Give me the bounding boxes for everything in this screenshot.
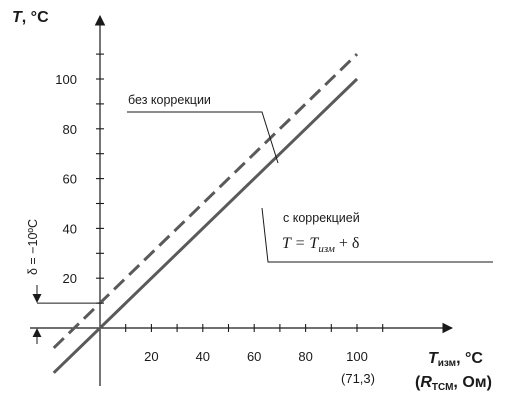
x-tick-label: 20 xyxy=(144,349,158,364)
x-tick-label: 80 xyxy=(298,349,312,364)
x-axis-title2-open: ( xyxy=(415,374,421,391)
x-tick-label: 100 xyxy=(346,349,368,364)
x-axis-title-main: T xyxy=(428,350,439,367)
tick-labels: 20 40 60 80 100 20 40 60 80 100 xyxy=(55,72,368,364)
series-line-corrected xyxy=(52,77,359,374)
y-tick-label: 60 xyxy=(63,172,77,187)
y-tick-label: 40 xyxy=(63,221,77,236)
uncorrected-leader-line xyxy=(127,111,279,164)
corrected-leader-line xyxy=(261,207,493,263)
x-axis-title-line1: Tизм, °C xyxy=(428,350,483,369)
y-tick-label: 20 xyxy=(63,271,77,286)
series-line-uncorrected xyxy=(52,53,359,349)
y-tick-label: 80 xyxy=(63,122,77,137)
x-axis-title-suffix: , °C xyxy=(456,350,483,367)
series-label-uncorrected: без коррекции xyxy=(128,93,211,107)
x-tick-label: 60 xyxy=(247,349,261,364)
x-tick-note: (71,3) xyxy=(341,371,375,386)
y-axis-title-suffix: , °C xyxy=(22,9,49,26)
x-axis-title2-suffix: , Ом) xyxy=(453,374,492,391)
x-axis-title2-main: R xyxy=(420,374,432,391)
formula-rhs: + δ xyxy=(335,235,360,252)
data-series xyxy=(52,53,359,374)
formula-sub: изм xyxy=(318,243,335,255)
y-axis-title: T, °C xyxy=(12,9,49,26)
offset-annotation-label: δ = −10ºC xyxy=(26,219,40,275)
series-label-corrected: с коррекцией xyxy=(283,211,360,225)
x-axis-title-sub: изм xyxy=(438,358,456,369)
y-tick-label: 100 xyxy=(55,72,77,87)
y-axis-title-main: T xyxy=(12,9,23,26)
correction-formula: T = Tизм + δ xyxy=(282,235,359,255)
formula-lhs: T = T xyxy=(282,235,319,252)
x-axis-title2-sub: ТСМ xyxy=(432,382,454,393)
x-tick-label: 40 xyxy=(196,349,210,364)
x-axis-title-line2: (RТСМ, Ом) xyxy=(415,374,492,393)
annotations xyxy=(32,111,493,344)
